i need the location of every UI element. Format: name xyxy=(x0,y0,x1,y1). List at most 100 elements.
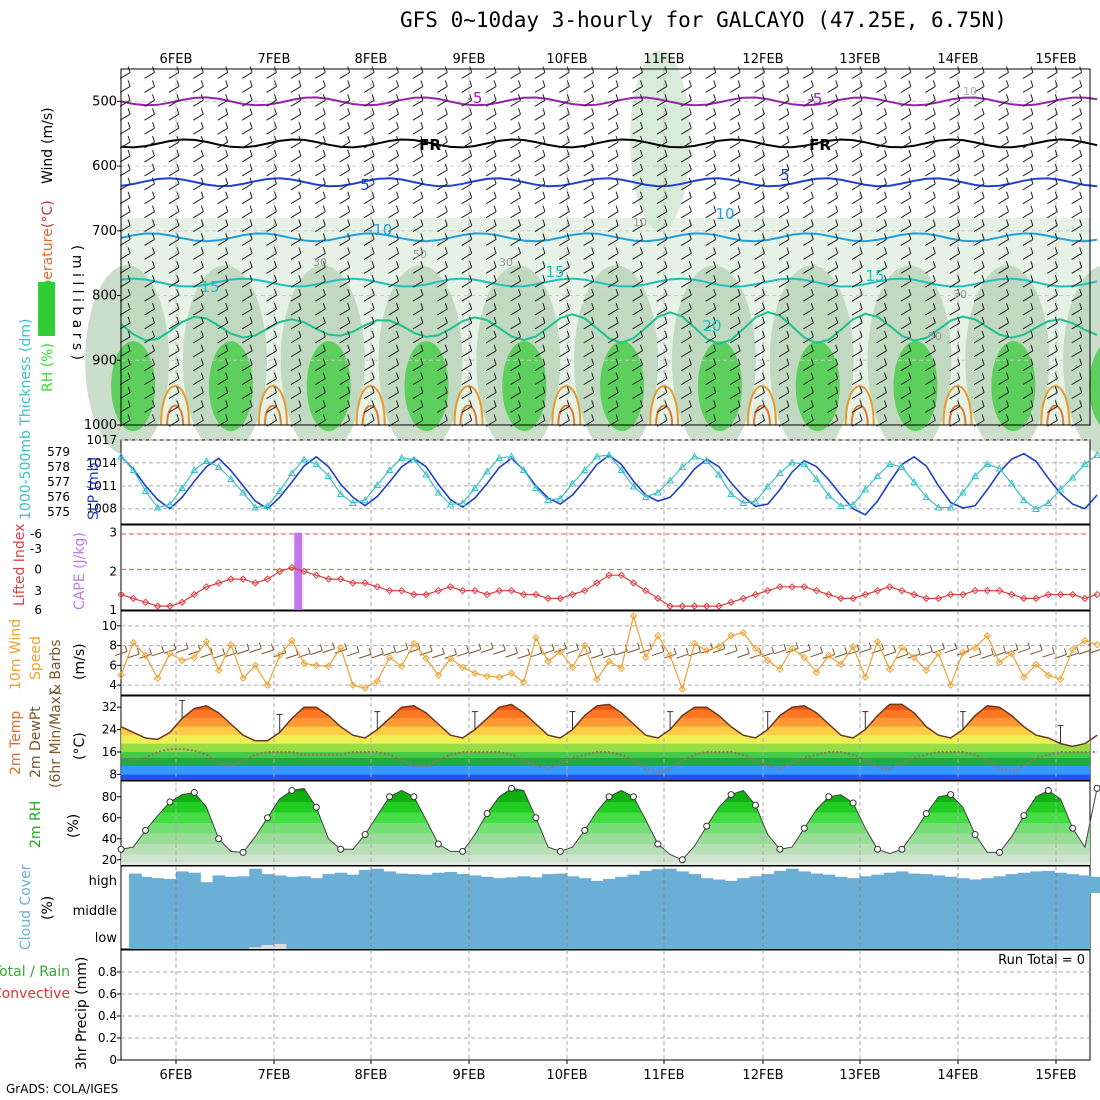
wind-barb xyxy=(534,197,546,205)
wind-barb xyxy=(705,308,716,316)
wind-barb-flag xyxy=(518,121,521,129)
wind-barb-flag xyxy=(1079,275,1083,282)
wind-barb-flag xyxy=(420,247,424,254)
wind-barb-flag xyxy=(884,108,887,115)
wind-barb-flag xyxy=(688,108,692,115)
wind-barb-flag xyxy=(274,400,277,407)
y-tick-label: 8 xyxy=(109,767,117,781)
isotherm-line xyxy=(121,277,1098,288)
wind-barb xyxy=(681,364,692,372)
wind-barb xyxy=(217,127,228,135)
wind-barb xyxy=(144,406,155,413)
surface-wind-barb-flag xyxy=(1039,644,1043,651)
wind-barb xyxy=(705,280,716,288)
slp-tick-label: 1017 xyxy=(86,433,117,447)
wind-barb xyxy=(778,378,790,386)
wind-barb xyxy=(949,99,960,107)
wind-barb xyxy=(412,364,424,372)
wind-barb-flag xyxy=(981,261,985,268)
wind-barb xyxy=(559,252,570,260)
wind-barb-flag xyxy=(225,288,229,296)
wind-barb xyxy=(656,211,668,219)
thickness-marker xyxy=(1068,473,1077,481)
wind-barb xyxy=(485,308,497,316)
wind-barb xyxy=(510,252,521,260)
wind-barb xyxy=(193,127,204,135)
wind-barb xyxy=(851,336,863,344)
thickness-marker xyxy=(361,495,369,503)
wind-barb-flag xyxy=(152,344,155,351)
wind-barb xyxy=(827,239,838,246)
wind-barb xyxy=(193,322,204,330)
lifted-index-marker xyxy=(715,602,723,610)
wind-barb-flag xyxy=(688,205,692,212)
wind-barb xyxy=(949,308,960,316)
wind-barb-flag xyxy=(591,121,595,129)
wind-barb xyxy=(1022,211,1034,219)
wind-barb-flag xyxy=(444,121,448,129)
wind-barb xyxy=(388,239,399,246)
wind-barb xyxy=(217,197,228,205)
high-cloud-bar xyxy=(1042,870,1055,893)
wind-barb-flag xyxy=(908,219,912,226)
wind-barb xyxy=(900,308,912,316)
wind-barb xyxy=(241,99,253,107)
wind-barb-flag xyxy=(737,275,741,282)
wind-barb-flag xyxy=(347,149,351,157)
wind-barb xyxy=(803,322,814,330)
wind-barb-flag xyxy=(591,149,595,157)
wind-barb-flag xyxy=(274,205,277,212)
wind-barb xyxy=(144,127,155,135)
wind-barb-flag xyxy=(908,344,912,351)
wind-barb-flag xyxy=(444,372,448,379)
surface-wind-barb xyxy=(724,650,738,656)
wind-barb xyxy=(632,308,643,316)
wind-barb-flag xyxy=(322,261,326,268)
wind-barb xyxy=(925,99,936,107)
wind-barb xyxy=(949,350,960,358)
wind-barb-flag xyxy=(1006,135,1009,143)
wind-barb xyxy=(168,294,180,302)
wind-barb xyxy=(437,350,448,358)
li-tick-label: -6 xyxy=(30,527,42,541)
wind-barb xyxy=(632,294,643,302)
high-cloud-bar xyxy=(151,878,165,893)
wind-barb xyxy=(973,211,985,219)
rh-saturated-blob xyxy=(1089,347,1100,426)
wind-barb xyxy=(998,266,1009,274)
rh-marker xyxy=(1044,786,1052,794)
high-cloud-bar xyxy=(371,868,384,893)
wind-barb-flag xyxy=(835,288,839,296)
wind-barb-flag xyxy=(420,302,424,310)
high-cloud-bar xyxy=(1005,874,1019,893)
wind-barb-flag xyxy=(981,163,985,171)
wind-barb xyxy=(266,350,277,358)
wind-barb xyxy=(388,211,399,219)
isotherm-label: 20 xyxy=(702,317,721,335)
wind-barb xyxy=(388,169,399,177)
wind-barb xyxy=(705,85,716,93)
wind-barb-flag xyxy=(176,135,180,143)
wind-barb-flag xyxy=(225,372,229,379)
bottom-date-label: 9FEB xyxy=(453,1068,486,1083)
high-cloud-bar xyxy=(956,878,970,893)
wind-barb-flag xyxy=(932,275,936,282)
wind-barb xyxy=(900,252,912,260)
wind-barb-flag xyxy=(762,316,765,324)
thickness-marker xyxy=(654,488,662,496)
wind-barb-flag xyxy=(1054,372,1058,379)
wind-barb-flag xyxy=(469,135,473,143)
wind-speed-marker xyxy=(495,673,504,681)
wind-barb-flag xyxy=(981,288,985,296)
wind-barb-flag xyxy=(1006,149,1009,157)
surface-wind-barb xyxy=(590,653,604,659)
wind-barb xyxy=(168,183,180,191)
wind-barb-flag xyxy=(640,135,643,143)
wind-barb-flag xyxy=(566,288,570,296)
thickness-marker xyxy=(922,492,931,500)
surface-wind-barb-flag xyxy=(807,643,811,651)
wind-barb xyxy=(534,392,546,399)
lifted-index-marker xyxy=(336,575,345,583)
wind-barb xyxy=(803,364,814,372)
rh-marker xyxy=(190,789,198,797)
